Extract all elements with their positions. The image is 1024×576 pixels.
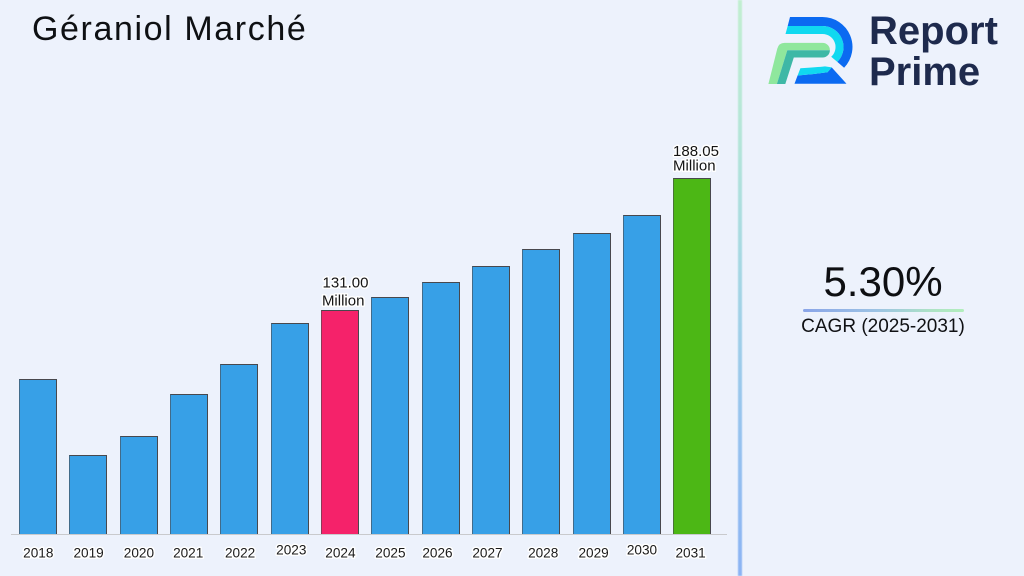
svg-text:2024: 2024	[325, 546, 356, 561]
svg-text:2025: 2025	[375, 546, 405, 561]
svg-text:2022: 2022	[225, 546, 255, 561]
svg-text:2018: 2018	[23, 546, 53, 561]
svg-text:2031: 2031	[675, 546, 705, 561]
svg-text:2021: 2021	[173, 546, 203, 561]
svg-text:2027: 2027	[472, 546, 502, 561]
svg-text:Million: Million	[673, 157, 716, 174]
svg-text:Million: Million	[322, 292, 365, 309]
svg-text:2029: 2029	[578, 546, 608, 561]
svg-text:188.05: 188.05	[673, 143, 719, 160]
svg-text:2030: 2030	[627, 543, 658, 558]
svg-text:2028: 2028	[528, 546, 558, 561]
svg-text:2026: 2026	[422, 546, 452, 561]
svg-text:2020: 2020	[124, 546, 155, 561]
svg-text:2023: 2023	[276, 543, 306, 558]
svg-text:131.00: 131.00	[323, 274, 369, 291]
svg-text:2019: 2019	[73, 546, 103, 561]
